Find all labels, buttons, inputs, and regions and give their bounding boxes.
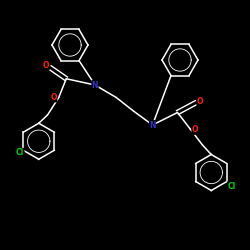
Text: O: O: [50, 93, 57, 102]
Text: O: O: [197, 97, 203, 106]
Text: O: O: [43, 60, 50, 70]
Text: Cl: Cl: [16, 148, 24, 157]
Text: O: O: [192, 126, 198, 134]
Text: Cl: Cl: [227, 182, 235, 191]
Text: N: N: [149, 120, 156, 130]
Text: N: N: [92, 80, 98, 90]
